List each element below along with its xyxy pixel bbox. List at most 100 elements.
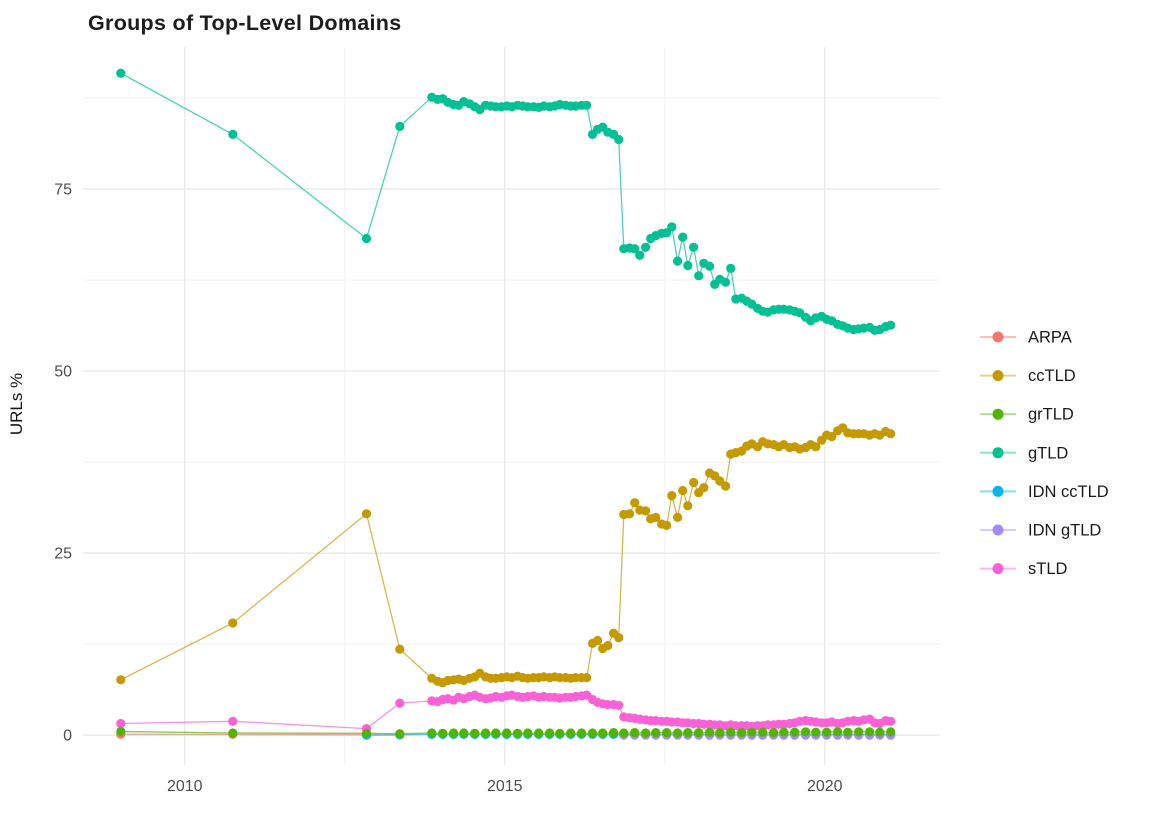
data-point	[513, 728, 523, 738]
series-gtld	[116, 68, 896, 335]
data-point	[865, 727, 875, 737]
y-tick-label: 75	[54, 181, 72, 198]
data-point	[593, 635, 603, 646]
legend-item-idn-gtld: IDN gTLD	[980, 522, 1101, 540]
data-point	[673, 512, 683, 523]
series-stld	[116, 690, 896, 734]
data-point	[614, 633, 624, 643]
data-point	[689, 477, 699, 488]
data-point	[667, 491, 677, 501]
data-point	[449, 728, 459, 738]
data-point	[534, 728, 544, 738]
data-point	[769, 728, 779, 738]
legend: ARPA ccTLD grTLD gTLD IDN ccTLD IDN gTLD sTLD	[980, 329, 1109, 578]
data-point	[715, 728, 725, 738]
data-point	[886, 429, 896, 439]
data-point	[587, 728, 598, 738]
data-point	[630, 244, 640, 254]
data-point	[641, 242, 651, 252]
data-point	[662, 728, 672, 738]
data-point	[395, 644, 405, 654]
data-point	[228, 129, 238, 139]
data-point	[545, 728, 555, 738]
data-point	[651, 728, 661, 738]
data-point	[395, 729, 405, 739]
y-tick-label: 25	[54, 546, 72, 563]
plot-panel: 0 25 50 75 2010 2015 2020	[54, 47, 940, 795]
data-point	[603, 641, 613, 651]
x-tick-label: 2010	[167, 778, 203, 795]
data-point	[523, 728, 533, 738]
data-point	[726, 263, 736, 273]
data-point	[822, 727, 832, 737]
legend-label: ARPA	[1028, 329, 1072, 347]
data-point	[811, 727, 821, 737]
legend-label: IDN ccTLD	[1028, 483, 1109, 501]
data-point	[116, 718, 126, 729]
data-point	[694, 728, 704, 738]
data-point	[694, 271, 704, 281]
data-point	[116, 675, 126, 685]
data-point	[555, 728, 565, 738]
data-point	[641, 506, 651, 516]
data-point	[614, 134, 624, 145]
series-line	[120, 72, 891, 331]
y-axis-title: URLs %	[7, 373, 26, 435]
data-point	[609, 728, 619, 738]
data-point	[361, 233, 372, 244]
data-point	[886, 727, 896, 737]
legend-key-dot	[992, 370, 1004, 382]
data-point	[116, 726, 126, 737]
data-point	[577, 728, 587, 738]
legend-label: gTLD	[1028, 444, 1068, 462]
data-point	[886, 320, 896, 330]
data-point	[790, 727, 800, 737]
data-point	[726, 727, 736, 737]
data-point	[747, 727, 757, 737]
data-point	[481, 728, 491, 738]
legend-key-dot	[992, 524, 1004, 536]
data-point	[361, 509, 372, 519]
data-point	[228, 728, 238, 738]
data-point	[395, 121, 405, 131]
x-tick-label: 2015	[487, 778, 523, 795]
data-point	[699, 483, 709, 493]
data-point	[705, 261, 715, 271]
data-point	[395, 698, 405, 708]
legend-item-cctld: ccTLD	[980, 367, 1076, 385]
series-grtld	[116, 726, 896, 739]
x-tick-label: 2020	[807, 778, 843, 795]
y-tick-label: 50	[54, 364, 72, 381]
series-line	[120, 733, 400, 736]
data-point	[827, 432, 837, 442]
data-point	[673, 256, 683, 266]
data-point	[801, 727, 811, 737]
legend-item-gtld: gTLD	[980, 444, 1068, 462]
legend-label: grTLD	[1028, 406, 1074, 424]
series-line	[366, 733, 891, 736]
data-point	[683, 728, 693, 738]
data-point	[582, 100, 592, 110]
data-point	[630, 728, 640, 738]
data-point	[705, 727, 715, 737]
data-point	[614, 700, 624, 710]
data-point	[116, 68, 126, 78]
data-point	[667, 222, 677, 232]
legend-key-dot	[992, 485, 1004, 497]
series-arpa	[116, 729, 405, 740]
data-point	[491, 728, 501, 738]
legend-item-arpa: ARPA	[980, 329, 1072, 347]
series-cctld	[116, 423, 896, 688]
legend-key-dot	[992, 408, 1004, 420]
data-point	[635, 250, 645, 260]
data-point	[651, 512, 661, 523]
data-point	[459, 728, 469, 738]
data-point	[678, 485, 688, 496]
data-point	[683, 501, 693, 511]
legend-key-dot	[992, 447, 1004, 459]
data-point	[427, 728, 437, 738]
legend-label: sTLD	[1028, 560, 1068, 578]
legend-item-grtld: grTLD	[980, 406, 1074, 424]
legend-label: IDN gTLD	[1028, 522, 1101, 540]
